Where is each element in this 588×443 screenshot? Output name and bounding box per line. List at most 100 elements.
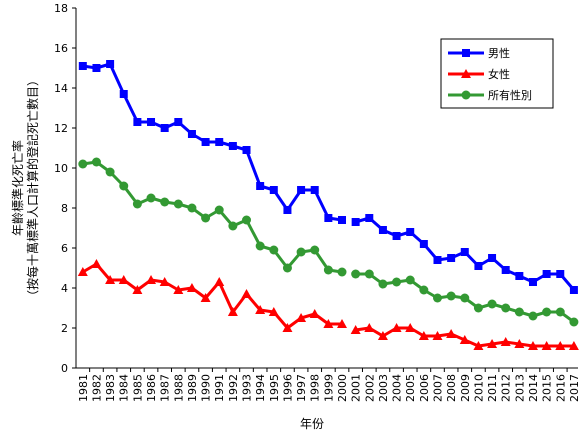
data-point xyxy=(392,277,402,287)
legend-marker xyxy=(461,69,471,78)
x-tick-label: 2011 xyxy=(486,374,499,402)
y-tick-label: 4 xyxy=(61,282,68,295)
data-point xyxy=(91,259,102,268)
data-point xyxy=(256,182,265,190)
data-point xyxy=(406,228,415,236)
data-point xyxy=(555,307,565,317)
legend-label: 女性 xyxy=(488,67,510,81)
data-point xyxy=(323,319,334,328)
data-point xyxy=(419,285,429,295)
data-point xyxy=(337,319,348,328)
data-point xyxy=(310,186,319,194)
data-point xyxy=(241,289,252,298)
data-point xyxy=(159,277,170,286)
data-point xyxy=(283,206,292,214)
data-point xyxy=(405,323,416,332)
x-tick-label: 1985 xyxy=(131,374,144,402)
data-point xyxy=(133,118,142,126)
data-point xyxy=(405,275,415,285)
data-point xyxy=(132,199,142,209)
legend-label: 男性 xyxy=(488,46,510,60)
data-point xyxy=(147,118,156,126)
x-tick-label: 2000 xyxy=(336,374,349,402)
data-point xyxy=(378,226,387,234)
data-point xyxy=(556,270,565,278)
data-point xyxy=(568,341,579,350)
series-layer xyxy=(77,60,579,350)
data-point xyxy=(460,248,469,256)
data-point xyxy=(419,240,428,248)
x-tick-label: 2013 xyxy=(513,374,526,402)
data-point xyxy=(542,307,552,317)
data-point xyxy=(501,266,510,274)
data-point xyxy=(160,197,170,207)
data-point xyxy=(228,221,238,231)
series-0 xyxy=(78,60,578,294)
data-point xyxy=(514,307,524,317)
x-tick-label: 2014 xyxy=(527,374,540,402)
data-point xyxy=(515,272,524,280)
data-point xyxy=(106,60,115,68)
data-point xyxy=(432,331,443,340)
x-tick-label: 2002 xyxy=(363,374,376,402)
data-point xyxy=(187,203,197,213)
data-point xyxy=(351,218,360,226)
data-point xyxy=(446,329,457,338)
data-point xyxy=(215,138,224,146)
data-point xyxy=(392,232,401,240)
data-point xyxy=(200,293,211,302)
x-tick-label: 1995 xyxy=(268,374,281,402)
x-tick-label: 2010 xyxy=(472,374,485,402)
data-point xyxy=(214,277,225,286)
x-tick-label: 1990 xyxy=(200,374,213,402)
data-point xyxy=(228,142,237,150)
y-tick-label: 12 xyxy=(54,122,68,135)
x-tick-label: 2004 xyxy=(391,374,404,402)
data-point xyxy=(378,279,388,289)
x-tick-label: 1999 xyxy=(322,374,335,402)
data-point xyxy=(269,245,279,255)
x-axis-title: 年份 xyxy=(300,417,324,431)
x-tick-label: 2003 xyxy=(377,374,390,402)
data-point xyxy=(460,293,470,303)
data-point xyxy=(377,331,388,340)
data-point xyxy=(268,307,279,316)
data-point xyxy=(433,256,442,264)
y-tick-label: 6 xyxy=(61,242,68,255)
data-point xyxy=(214,205,224,215)
data-point xyxy=(324,214,333,222)
x-tick-label: 2007 xyxy=(431,374,444,402)
x-tick-label: 2008 xyxy=(445,374,458,402)
data-point xyxy=(296,313,307,322)
series-line xyxy=(82,62,343,222)
data-point xyxy=(77,267,88,276)
data-point xyxy=(118,275,129,284)
data-point xyxy=(473,303,483,313)
data-point xyxy=(227,307,238,316)
x-tick-label: 1997 xyxy=(295,374,308,402)
x-tick-label: 1987 xyxy=(159,374,172,402)
y-tick-label: 18 xyxy=(54,2,68,15)
data-point xyxy=(391,323,402,332)
y-axis-ticks: 0 2 4 6 8 10 12 14 16 18 xyxy=(54,2,76,375)
data-point xyxy=(187,130,196,138)
data-point xyxy=(297,186,306,194)
data-point xyxy=(514,339,525,348)
data-point xyxy=(78,159,88,169)
legend-marker xyxy=(462,49,470,57)
data-point xyxy=(105,167,115,177)
x-tick-label: 2015 xyxy=(541,374,554,402)
data-point xyxy=(364,323,375,332)
legend-label: 所有性別 xyxy=(488,88,532,102)
data-point xyxy=(282,323,293,332)
data-point xyxy=(186,283,197,292)
data-point xyxy=(418,331,429,340)
data-point xyxy=(323,265,333,275)
data-point xyxy=(310,245,320,255)
data-point xyxy=(446,291,456,301)
data-point xyxy=(78,62,87,70)
data-point xyxy=(338,216,347,224)
legend-marker xyxy=(461,90,471,100)
